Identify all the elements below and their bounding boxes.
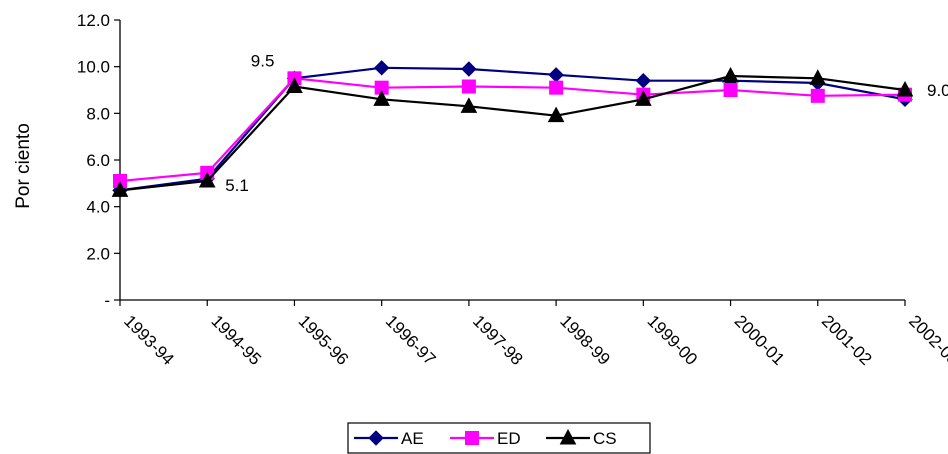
y-tick-label: 8.0 bbox=[86, 104, 110, 123]
data-label: 9.5 bbox=[251, 51, 275, 70]
data-point-cs bbox=[460, 97, 478, 113]
x-tick-label: 1994-95 bbox=[207, 311, 265, 369]
data-point-cs bbox=[373, 90, 391, 106]
x-tick-label: 2000-01 bbox=[731, 311, 789, 369]
data-point-cs bbox=[547, 106, 565, 123]
data-point-cs bbox=[198, 171, 216, 188]
legend-marker-ae bbox=[368, 430, 384, 446]
series-line-ae bbox=[119, 66, 906, 192]
series-line-ed bbox=[119, 77, 906, 183]
x-tick-label: 1993-94 bbox=[120, 311, 178, 369]
legend-label-cs: CS bbox=[593, 429, 617, 448]
data-point-cs bbox=[111, 181, 129, 197]
legend-box bbox=[347, 422, 651, 454]
data-point-ae bbox=[373, 60, 390, 76]
y-axis-label: Por ciento bbox=[13, 123, 34, 209]
x-tick-label: 1996-97 bbox=[382, 311, 440, 369]
data-point-cs bbox=[634, 90, 652, 106]
y-tick-label: 10.0 bbox=[77, 58, 110, 77]
data-point-ae bbox=[461, 61, 477, 77]
data-point-ed bbox=[810, 88, 825, 103]
y-tick-label: 12.0 bbox=[77, 11, 110, 30]
data-label: 9.0 bbox=[927, 81, 948, 100]
data-point-ed bbox=[723, 83, 738, 97]
data-point-cs bbox=[722, 66, 739, 83]
data-point-cs bbox=[809, 69, 827, 85]
data-point-ed bbox=[549, 80, 564, 95]
legend-marker-cs bbox=[559, 428, 577, 445]
x-tick-label: 2002-03 bbox=[905, 311, 948, 369]
data-point-cs bbox=[286, 77, 303, 93]
y-tick-label: - bbox=[104, 291, 110, 310]
data-label: 5.1 bbox=[225, 176, 249, 195]
y-tick-label: 2.0 bbox=[86, 244, 110, 263]
plot-area: - 2.0 4.0 6.0 8.0 10.0 12.0 1993-94 1994-95 1995-… bbox=[77, 11, 948, 369]
x-tick-label: 1998-99 bbox=[556, 311, 614, 369]
x-tick-label: 1999-00 bbox=[644, 311, 702, 369]
legend-label-ed: ED bbox=[497, 429, 521, 448]
data-point-cs bbox=[896, 80, 914, 97]
legend: AE ED CS bbox=[347, 422, 651, 454]
series-line-cs bbox=[119, 74, 906, 192]
y-tick-label: 6.0 bbox=[86, 151, 110, 170]
y-tick-label: 4.0 bbox=[86, 198, 110, 217]
x-tick-label: 1995-96 bbox=[295, 311, 353, 369]
data-point-ed bbox=[461, 79, 476, 94]
data-point-ae bbox=[548, 67, 564, 83]
legend-marker-ed bbox=[465, 431, 479, 445]
x-tick-label: 1997-98 bbox=[469, 311, 527, 369]
data-point-ae bbox=[635, 72, 652, 89]
x-tick-label: 2001-02 bbox=[818, 311, 876, 369]
legend-label-ae: AE bbox=[401, 429, 424, 448]
